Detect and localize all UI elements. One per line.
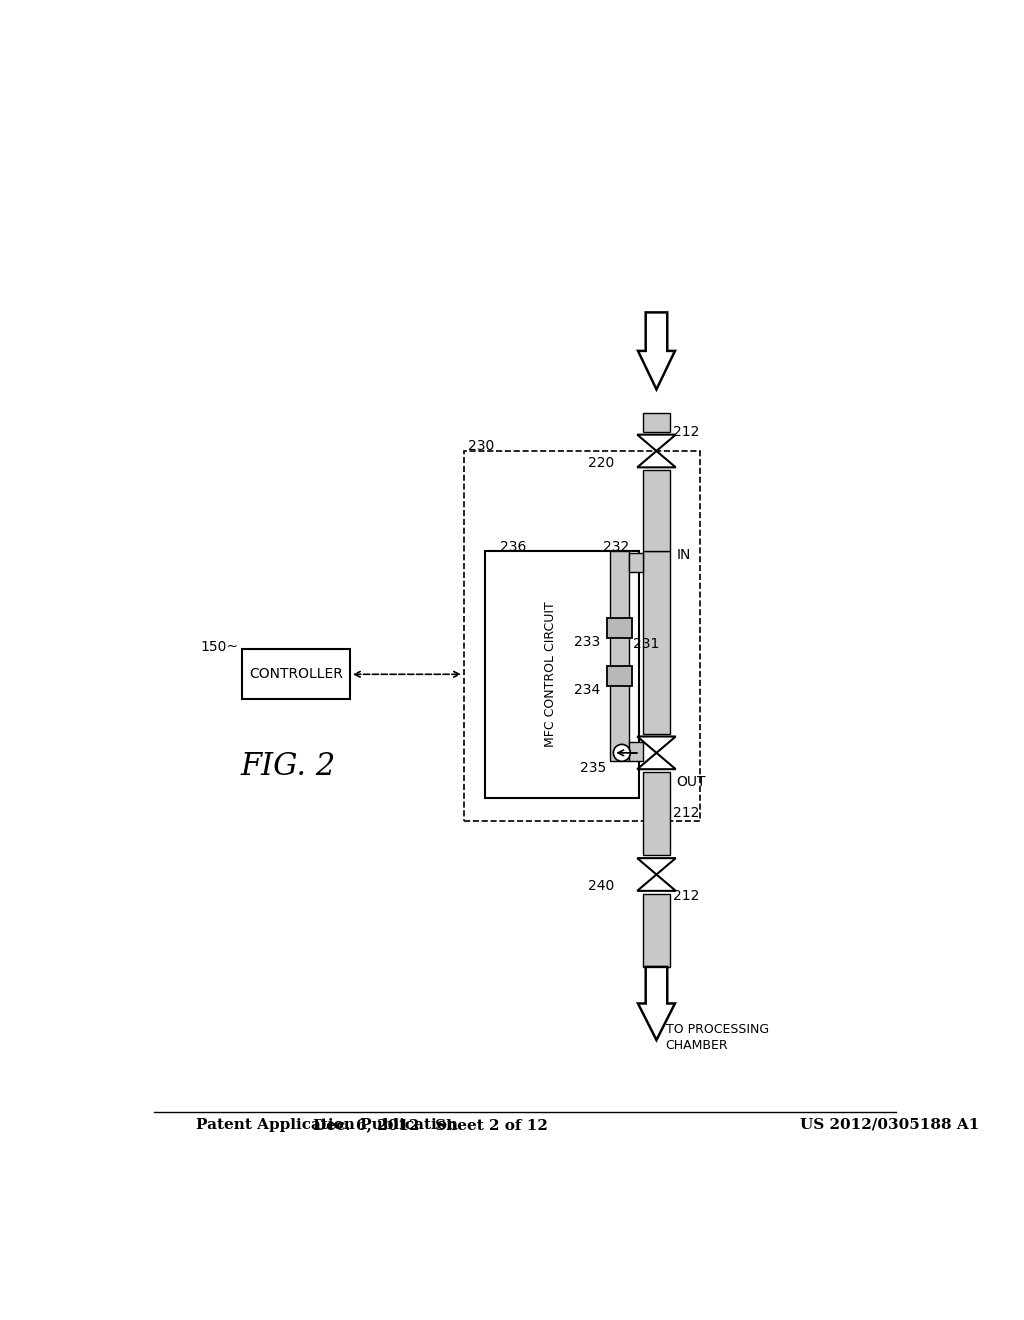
Text: US 2012/0305188 A1: US 2012/0305188 A1	[801, 1118, 980, 1131]
Polygon shape	[638, 966, 675, 1040]
Text: 234: 234	[574, 682, 600, 697]
Bar	[629, 553, 643, 572]
Bar	[643, 470, 671, 552]
Text: MFC CONTROL CIRCUIT: MFC CONTROL CIRCUIT	[544, 602, 557, 747]
Bar	[643, 412, 671, 432]
Text: Patent Application Publication: Patent Application Publication	[196, 1118, 458, 1131]
Text: 220: 220	[588, 455, 614, 470]
Bar	[610, 552, 629, 760]
Text: 230: 230	[468, 440, 494, 454]
Bar	[243, 649, 350, 700]
Text: 212: 212	[674, 890, 699, 903]
Polygon shape	[637, 858, 676, 875]
Bar	[607, 618, 632, 638]
Text: 231: 231	[634, 636, 659, 651]
Text: 212: 212	[674, 807, 699, 820]
Text: 232: 232	[602, 540, 629, 553]
Polygon shape	[637, 451, 676, 467]
Text: TO PROCESSING
CHAMBER: TO PROCESSING CHAMBER	[666, 1023, 769, 1052]
Text: IN: IN	[677, 548, 691, 562]
Polygon shape	[637, 875, 676, 891]
Bar	[629, 742, 643, 760]
Text: 212: 212	[674, 425, 699, 438]
Text: CONTROLLER: CONTROLLER	[249, 668, 343, 681]
Text: OUT: OUT	[677, 775, 706, 789]
Polygon shape	[638, 313, 675, 389]
Text: FIG. 2: FIG. 2	[241, 751, 336, 783]
Text: Dec. 6, 2012   Sheet 2 of 12: Dec. 6, 2012 Sheet 2 of 12	[313, 1118, 548, 1131]
Polygon shape	[637, 434, 676, 451]
Bar	[607, 665, 632, 686]
Polygon shape	[637, 752, 676, 770]
Circle shape	[613, 744, 631, 762]
Bar	[643, 772, 671, 855]
Bar	[643, 552, 671, 734]
Text: 150~: 150~	[201, 640, 239, 655]
Text: 236: 236	[500, 540, 526, 553]
Bar	[464, 451, 700, 821]
Bar	[643, 894, 671, 966]
Bar	[484, 552, 639, 797]
Text: 240: 240	[588, 879, 614, 894]
Text: 235: 235	[581, 762, 606, 775]
Polygon shape	[637, 737, 676, 752]
Text: 233: 233	[574, 635, 600, 649]
